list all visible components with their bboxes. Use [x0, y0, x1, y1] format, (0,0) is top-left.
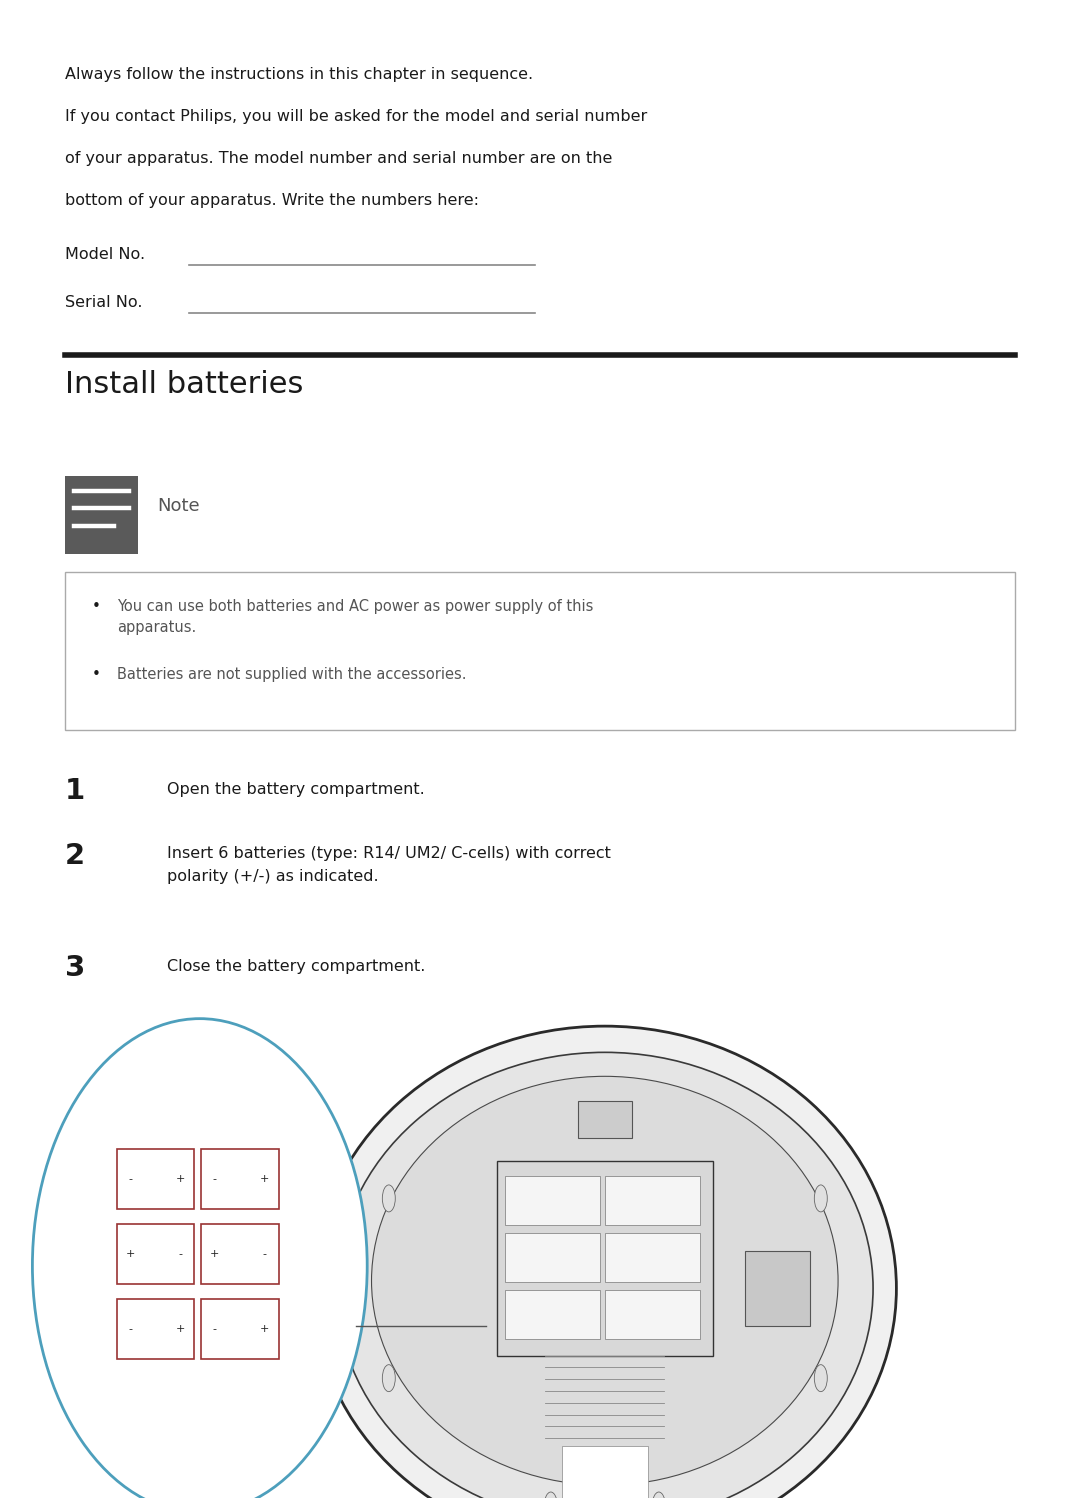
Text: +: + — [260, 1324, 269, 1333]
Ellipse shape — [313, 1026, 896, 1498]
Text: Model No.: Model No. — [65, 247, 145, 262]
Ellipse shape — [372, 1077, 838, 1486]
Text: 2: 2 — [65, 842, 85, 870]
Bar — [605, 1290, 700, 1339]
Ellipse shape — [382, 1365, 395, 1392]
Text: Close the battery compartment.: Close the battery compartment. — [167, 959, 426, 974]
Text: You can use both batteries and AC power as power supply of this
apparatus.: You can use both batteries and AC power … — [117, 599, 593, 635]
Bar — [745, 1251, 810, 1326]
Bar — [117, 1224, 194, 1284]
Bar — [562, 1446, 648, 1498]
Text: Note: Note — [158, 497, 200, 515]
Text: If you contact Philips, you will be asked for the model and serial number: If you contact Philips, you will be aske… — [65, 109, 647, 124]
Text: +: + — [260, 1174, 269, 1183]
Text: 3: 3 — [65, 954, 85, 983]
Text: +: + — [211, 1249, 219, 1258]
Text: of your apparatus. The model number and serial number are on the: of your apparatus. The model number and … — [65, 151, 612, 166]
Text: •: • — [92, 599, 100, 614]
Bar — [505, 1176, 600, 1225]
Bar — [117, 1149, 194, 1209]
Ellipse shape — [814, 1185, 827, 1212]
Text: -: - — [129, 1324, 133, 1333]
Text: +: + — [176, 1324, 185, 1333]
Bar — [201, 1299, 279, 1359]
FancyBboxPatch shape — [65, 572, 1015, 730]
Text: Always follow the instructions in this chapter in sequence.: Always follow the instructions in this c… — [65, 67, 532, 82]
Text: -: - — [213, 1174, 217, 1183]
Bar — [117, 1299, 194, 1359]
Text: -: - — [129, 1174, 133, 1183]
Text: Install batteries: Install batteries — [65, 370, 303, 398]
Text: +: + — [126, 1249, 135, 1258]
Ellipse shape — [337, 1053, 873, 1498]
Bar — [605, 1176, 700, 1225]
Bar — [578, 1101, 632, 1138]
Bar — [497, 1161, 713, 1356]
Ellipse shape — [652, 1492, 665, 1498]
Text: -: - — [178, 1249, 183, 1258]
Text: +: + — [176, 1174, 185, 1183]
Text: Insert 6 batteries (type: R14/ UM2/ C-cells) with correct
polarity (+/-) as indi: Insert 6 batteries (type: R14/ UM2/ C-ce… — [167, 846, 611, 884]
Bar — [605, 1233, 700, 1282]
Text: -: - — [262, 1249, 267, 1258]
Ellipse shape — [32, 1019, 367, 1498]
FancyBboxPatch shape — [65, 476, 138, 554]
Ellipse shape — [382, 1185, 395, 1212]
Bar — [505, 1290, 600, 1339]
Text: Serial No.: Serial No. — [65, 295, 143, 310]
Text: Open the battery compartment.: Open the battery compartment. — [167, 782, 426, 797]
Ellipse shape — [814, 1365, 827, 1392]
Bar — [201, 1149, 279, 1209]
Ellipse shape — [544, 1492, 557, 1498]
Text: Batteries are not supplied with the accessories.: Batteries are not supplied with the acce… — [117, 667, 467, 682]
Text: 1: 1 — [65, 777, 85, 806]
Text: -: - — [213, 1324, 217, 1333]
Text: bottom of your apparatus. Write the numbers here:: bottom of your apparatus. Write the numb… — [65, 193, 478, 208]
Bar — [505, 1233, 600, 1282]
Bar — [201, 1224, 279, 1284]
Text: •: • — [92, 667, 100, 682]
